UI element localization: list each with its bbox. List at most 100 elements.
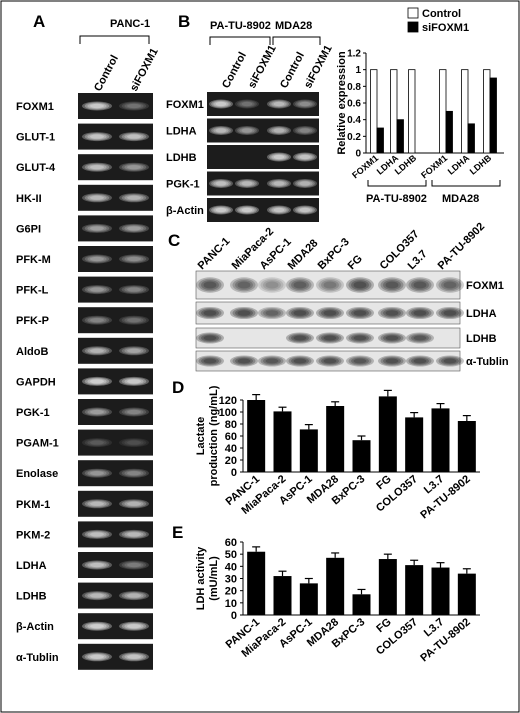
panel-d-chart-ytick-label: 60 [225,431,237,443]
panel-a-band-glut-4-sifoxm1-layer [119,162,149,172]
panel-c-band-tublin-4-layer [323,358,337,364]
panel-a-band-ldhb-control-layer [84,591,110,600]
panel-b-band-foxm1-3-layer [293,99,317,109]
panel-a-blot-pfk-p [78,307,153,334]
panel-b-band-foxm1-0-layer [215,101,227,107]
panel-b-band-ldha-3-layer [295,126,315,135]
panel-a-band-hk-ii-control-layer [82,193,112,203]
panel-c-band-ldha-8-layer [443,310,457,316]
panel-b-band-pgk-1-3 [293,179,317,188]
panel-b-band-foxm1-0-layer [211,100,231,108]
panel-a-band-ldha-control-layer [90,562,104,568]
panel-b-band-ldhb-3-layer [297,154,313,160]
panel-a-band-pgk-1-control-layer [87,409,107,415]
panel-d-chart-bar-miapaca-2 [273,411,292,472]
panel-c-band-ldhb-3-layer [288,333,312,343]
panel-a-band-ldha-sifoxm1-layer [127,562,141,568]
panel-c-protein-tublin: α-Tublin [466,356,509,368]
panel-b-band-actin-0-layer [213,207,229,213]
panel-a-band-glut-1-control-layer [90,134,104,139]
panel-c-band-tublin-2 [258,355,286,367]
panel-b-band-actin-2-layer [269,206,289,214]
panel-a-blot-foxm1 [78,93,153,119]
panel-c-band-ldha-6-layer [380,308,404,318]
panel-a-band-ldha-sifoxm1-layer [119,560,149,570]
panel-b-band-foxm1-3-layer [297,101,313,107]
panel-a-gene-pfk-m: PFK-M [16,254,51,266]
panel-a-band-pfk-l-sifoxm1 [119,285,149,295]
panel-c-band-ldha-0-layer [201,309,219,317]
panel-b-band-pgk-1-1-layer [239,180,255,187]
panel-a-band-ldha-control [82,560,112,570]
panel-a-band-gapdh-sifoxm1-layer [119,376,149,386]
panel-c-band-foxm1-7 [406,277,434,293]
panel-a-band-ldhb-sifoxm1-layer [124,592,144,599]
panel-c-band-ldhb-0-layer [201,334,219,342]
panel-b-label: B [178,12,190,31]
panel-c-band-foxm1-1 [230,277,258,293]
panel-c-band-ldhb-5-layer [346,332,374,344]
panel-c-band-ldha-7 [406,306,434,320]
panel-c-band-foxm1-8-layer [436,277,464,293]
panel-b-blot-pgk-1 [207,171,319,196]
panel-b-band-actin-2 [267,205,291,215]
panel-a-blot-pfk-l [78,276,153,303]
panel-b-chart-bar-sifoxm1-4 [467,123,475,154]
panel-a-blot-g6pi [78,215,153,242]
panel-b-band-actin-0-layer [211,206,231,214]
panel-c-band-foxm1-5-layer [346,277,374,293]
panel-a-band-hk-ii-sifoxm1-layer [127,195,141,200]
panel-c-blot-foxm1 [195,270,461,300]
panel-b-chart-ytick-label: 0.6 [347,99,361,110]
panel-b-band-foxm1-2-layer [267,99,291,109]
panel-a-band-hk-ii-control [82,193,112,203]
panel-b-chart-category-ldha-4: LDHA [446,153,472,177]
panel-a-band-pkm-2-sifoxm1-layer [119,529,149,539]
panel-b-band-ldhb-2-layer [267,152,291,162]
panel-c-band-ldhb-6-layer [385,335,399,341]
panel-a-lane-control-0: Control [92,53,121,93]
panel-a-band-glut-4-control-layer [87,164,107,171]
panel-b-band-ldhb-3-layer [299,154,311,160]
panel-c-blot-ldhb [195,327,461,349]
panel-a-band-actin-sifoxm1-layer [119,621,149,631]
panel-a-band-ldhb-control-layer [87,592,107,599]
panel-b-chart-bar-control-5 [483,69,491,154]
panel-a-band-pkm-2-control [82,529,112,539]
panel-a-band-tublin-control [82,652,112,662]
panel-c-band-tublin-8 [436,355,464,367]
panel-e-chart-bar-pa-tu-8902 [457,573,476,615]
panel-c-band-ldhb-7-layer [408,333,432,343]
panel-b-band-pgk-1-2-layer [271,180,287,187]
panel-a-band-gapdh-control-layer [82,376,112,386]
panel-a-band-g6pi-sifoxm1-layer [127,226,141,231]
panel-a-band-glut-4-control-layer [90,165,104,170]
panel-c-band-ldhb-4-layer [321,334,339,342]
panel-c-lane-fg: FG [346,253,365,272]
panel-b-band-ldhb-2 [267,152,291,162]
panel-d-chart-ytick-label: 0 [231,467,237,479]
panel-c-band-tublin-5-layer [348,356,372,366]
panel-a-band-pkm-2-sifoxm1-layer [127,532,141,537]
panel-b-chart-group-1: PA-TU-8902 [366,193,427,205]
panel-a-gene-pkm-1: PKM-1 [16,499,50,511]
panel-c-band-tublin-0 [196,355,224,367]
panel-e-chart-ytick-label: 40 [225,561,237,573]
panel-c-band-ldhb-3-layer [286,332,314,344]
panel-c-band-ldha-8-layer [436,306,464,320]
panel-b-band-ldhb-2-layer [269,153,289,161]
panel-c-band-ldha-3-layer [288,308,312,318]
panel-b-band-pgk-1-0-layer [215,181,227,186]
panel-a-blot-actin [78,613,153,640]
panel-a-band-enolase-sifoxm1 [119,468,149,478]
panel-c-band-ldha-5 [346,306,374,320]
panel-b-band-ldhb-3 [293,152,317,162]
panel-c-band-tublin-7 [406,355,434,367]
panel-a-band-pgk-1-sifoxm1-layer [127,409,141,415]
panel-a-bracket [79,35,150,44]
panel-b-band-ldha-1-layer [239,127,255,134]
panel-a-band-pfk-m-sifoxm1-layer [127,256,141,262]
panel-a-band-g6pi-sifoxm1-layer [124,225,144,232]
panel-a-band-pgam-1-control-layer [87,439,107,446]
